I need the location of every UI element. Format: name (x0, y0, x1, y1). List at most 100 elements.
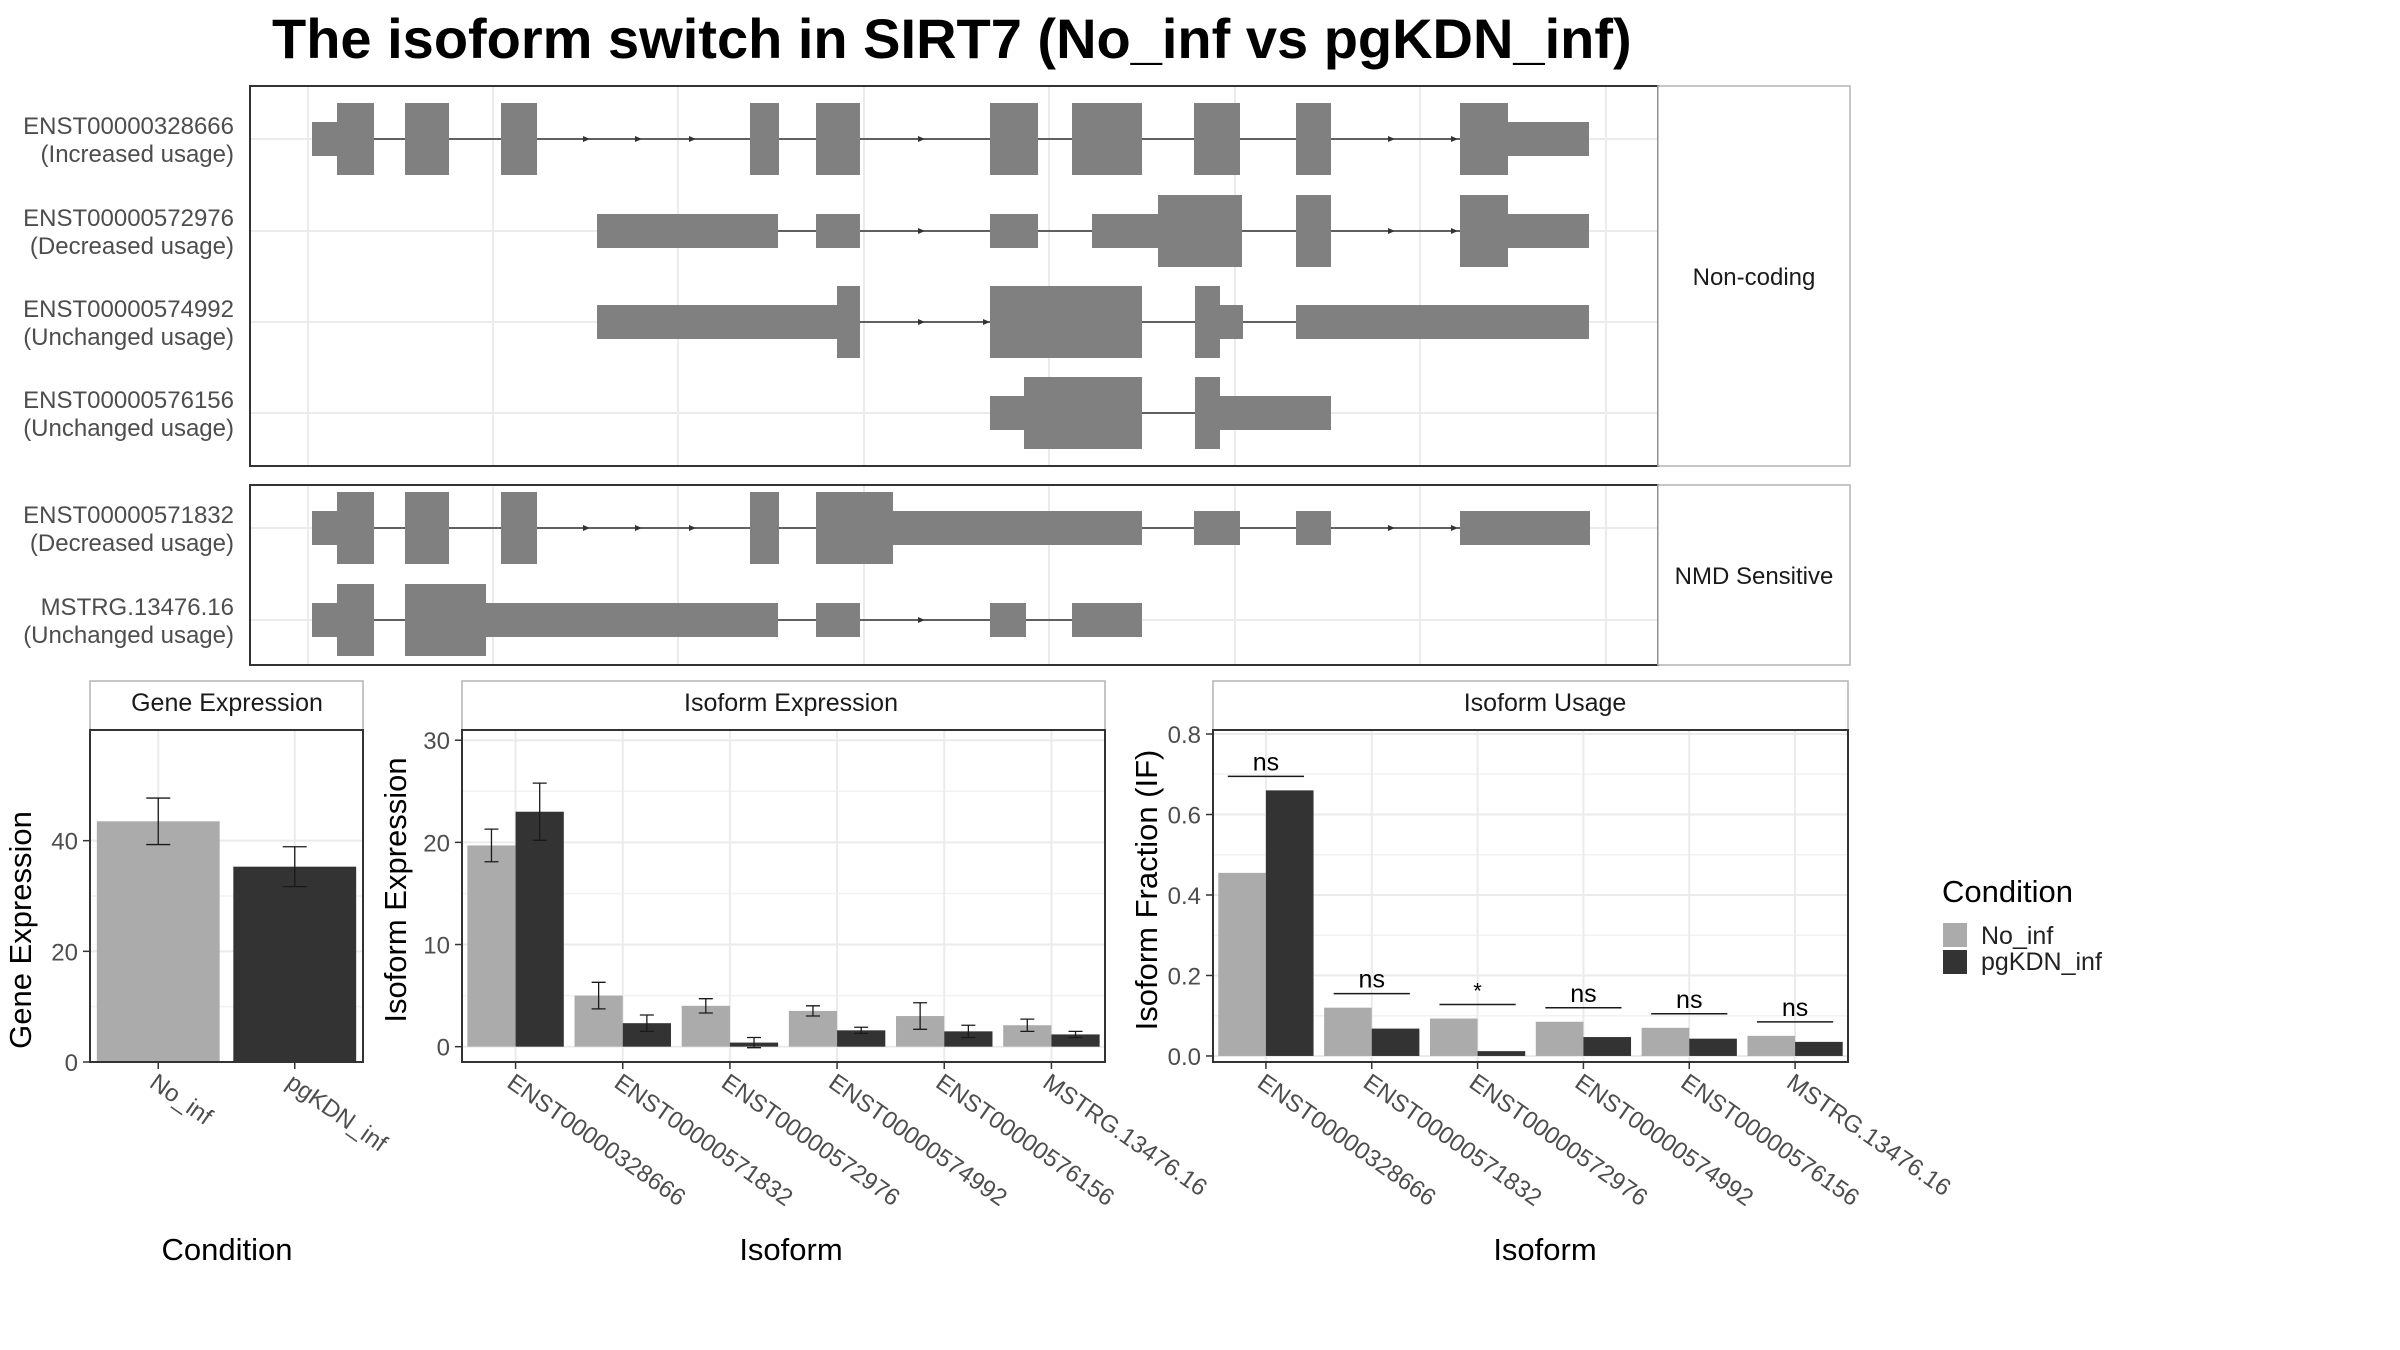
strand-arrow (583, 525, 590, 531)
exon-block (597, 305, 837, 339)
exon-block (1460, 195, 1508, 267)
exon-block (1296, 195, 1331, 267)
exon-block (1194, 511, 1240, 545)
exon-block (1220, 305, 1243, 339)
plot-background (1213, 730, 1848, 1062)
error-bar (146, 797, 171, 846)
structure-strip-label: NMD Sensitive (1675, 563, 1834, 590)
x-tick-label: ENST00000576156 (1676, 1069, 1864, 1212)
exon-block (893, 511, 1142, 545)
error-bar (913, 1002, 928, 1030)
transcript-track: ENST00000574992(Unchanged usage) (23, 286, 1589, 358)
x-tick-label: ENST00000574992 (1570, 1069, 1758, 1212)
legend-title: Condition (1942, 874, 2073, 909)
isoform-usage-label: (Unchanged usage) (23, 622, 234, 649)
structure-strip (1657, 85, 1851, 467)
error-bar (532, 782, 547, 841)
significance-label: * (1473, 979, 1482, 1004)
structure-panel-2: ENST00000571832(Decreased usage) MSTRG.13… (23, 484, 1851, 666)
significance-label: ns (1570, 980, 1596, 1008)
bar-no-inf (1747, 1035, 1796, 1056)
legend-key-pgkdn-inf (1943, 950, 1967, 974)
bar-pgkdn-inf (233, 866, 357, 1062)
strand-arrow (689, 136, 696, 142)
exon-block (1220, 396, 1331, 430)
x-tick-label: ENST00000572976 (1464, 1069, 1652, 1212)
significance-label: ns (1676, 986, 1702, 1014)
strand-arrow (1451, 228, 1458, 234)
bar-pgkdn-inf (1051, 1034, 1100, 1047)
error-bar (1068, 1030, 1083, 1039)
strand-arrow (1451, 136, 1458, 142)
x-tick-label: ENST00000572976 (716, 1069, 904, 1212)
structure-strip-label: Non-coding (1693, 264, 1816, 291)
transcript-track: ENST00000576156(Unchanged usage) (23, 377, 1331, 449)
isoform-expression-chart: 0102030ENST00000328666ENST00000571832ENS… (423, 680, 1212, 1212)
plot-border (461, 729, 1106, 1063)
bar-no-inf (1429, 1018, 1478, 1056)
isoform-usage-label: (Unchanged usage) (23, 324, 234, 351)
y-tick-label: 0.4 (1168, 883, 1201, 910)
isoform-id-label: MSTRG.13476.16 (41, 594, 234, 621)
exon-block (990, 603, 1026, 637)
x-tick-label: ENST00000576156 (931, 1069, 1119, 1212)
x-tick-label: pgKDN_inf (281, 1069, 392, 1158)
bar-pgkdn-inf (1689, 1038, 1737, 1056)
isoform-id-label: ENST00000571832 (23, 502, 234, 529)
exon-block (1158, 195, 1242, 267)
gene-expression-chart: 0 20 40 No_inf pgKDN_inf (51, 680, 392, 1158)
isoform-usage-label: (Increased usage) (41, 141, 234, 168)
strand-arrow (918, 228, 925, 234)
error-bar (591, 981, 606, 1010)
bar-pgkdn-inf (837, 1030, 886, 1047)
exon-block (337, 103, 374, 175)
gene-expression-y-axis-label: Gene Expression (3, 811, 38, 1049)
exon-block (1194, 103, 1240, 175)
strand-arrow (918, 319, 925, 325)
strand-arrow (1388, 228, 1395, 234)
bar-pgkdn-inf (1477, 1051, 1526, 1056)
y-tick-label: 0 (437, 1035, 450, 1062)
isoform-id-label: ENST00000572976 (23, 205, 234, 232)
structure-panel-1: ENST00000328666(Increased usage)ENST0000… (23, 85, 1851, 467)
y-tick-label: 20 (51, 939, 78, 966)
structure-strip (1657, 484, 1851, 666)
exon-block (1195, 377, 1220, 449)
exon-block (816, 103, 860, 175)
exon-block (990, 286, 1142, 358)
exon-block (501, 492, 537, 564)
bar-pgkdn-inf (1795, 1041, 1843, 1056)
isoform-usage-label: (Unchanged usage) (23, 415, 234, 442)
significance-label: ns (1253, 748, 1279, 776)
x-tick-label: No_inf (145, 1069, 218, 1131)
y-tick-label: 10 (423, 933, 450, 960)
bar-pgkdn-inf (1371, 1028, 1420, 1056)
plot-border (1212, 729, 1849, 1063)
exon-block (816, 214, 860, 248)
bar-no-inf (788, 1010, 838, 1047)
strand-arrow (983, 319, 990, 325)
error-bar (698, 998, 713, 1014)
isoform-id-label: ENST00000574992 (23, 296, 234, 323)
isoform-expression-panel: Isoform Isoform Expression 0 10 20 30 ENST00… (378, 680, 1212, 1267)
exon-block (837, 286, 860, 358)
exon-block (1072, 603, 1142, 637)
panel-strip (1212, 680, 1849, 731)
error-bar (747, 1036, 762, 1049)
bar-pgkdn-inf (1583, 1037, 1632, 1056)
exon-block (1296, 305, 1589, 339)
transcript-track: ENST00000571832(Decreased usage) (23, 492, 1590, 564)
exon-block (1460, 103, 1508, 175)
bar-no-inf (1003, 1025, 1052, 1047)
isoform-usage-x-axis-label: Isoform (1493, 1232, 1596, 1267)
exon-block (405, 103, 449, 175)
exon-block (337, 584, 374, 656)
y-tick-label: 40 (51, 829, 78, 856)
isoform-usage-label: (Decreased usage) (30, 530, 234, 557)
x-tick-label: ENST00000574992 (824, 1069, 1012, 1212)
y-tick-label: 0 (65, 1050, 78, 1077)
exon-block (816, 603, 860, 637)
strand-arrow (689, 525, 696, 531)
strand-arrow (1388, 136, 1395, 142)
